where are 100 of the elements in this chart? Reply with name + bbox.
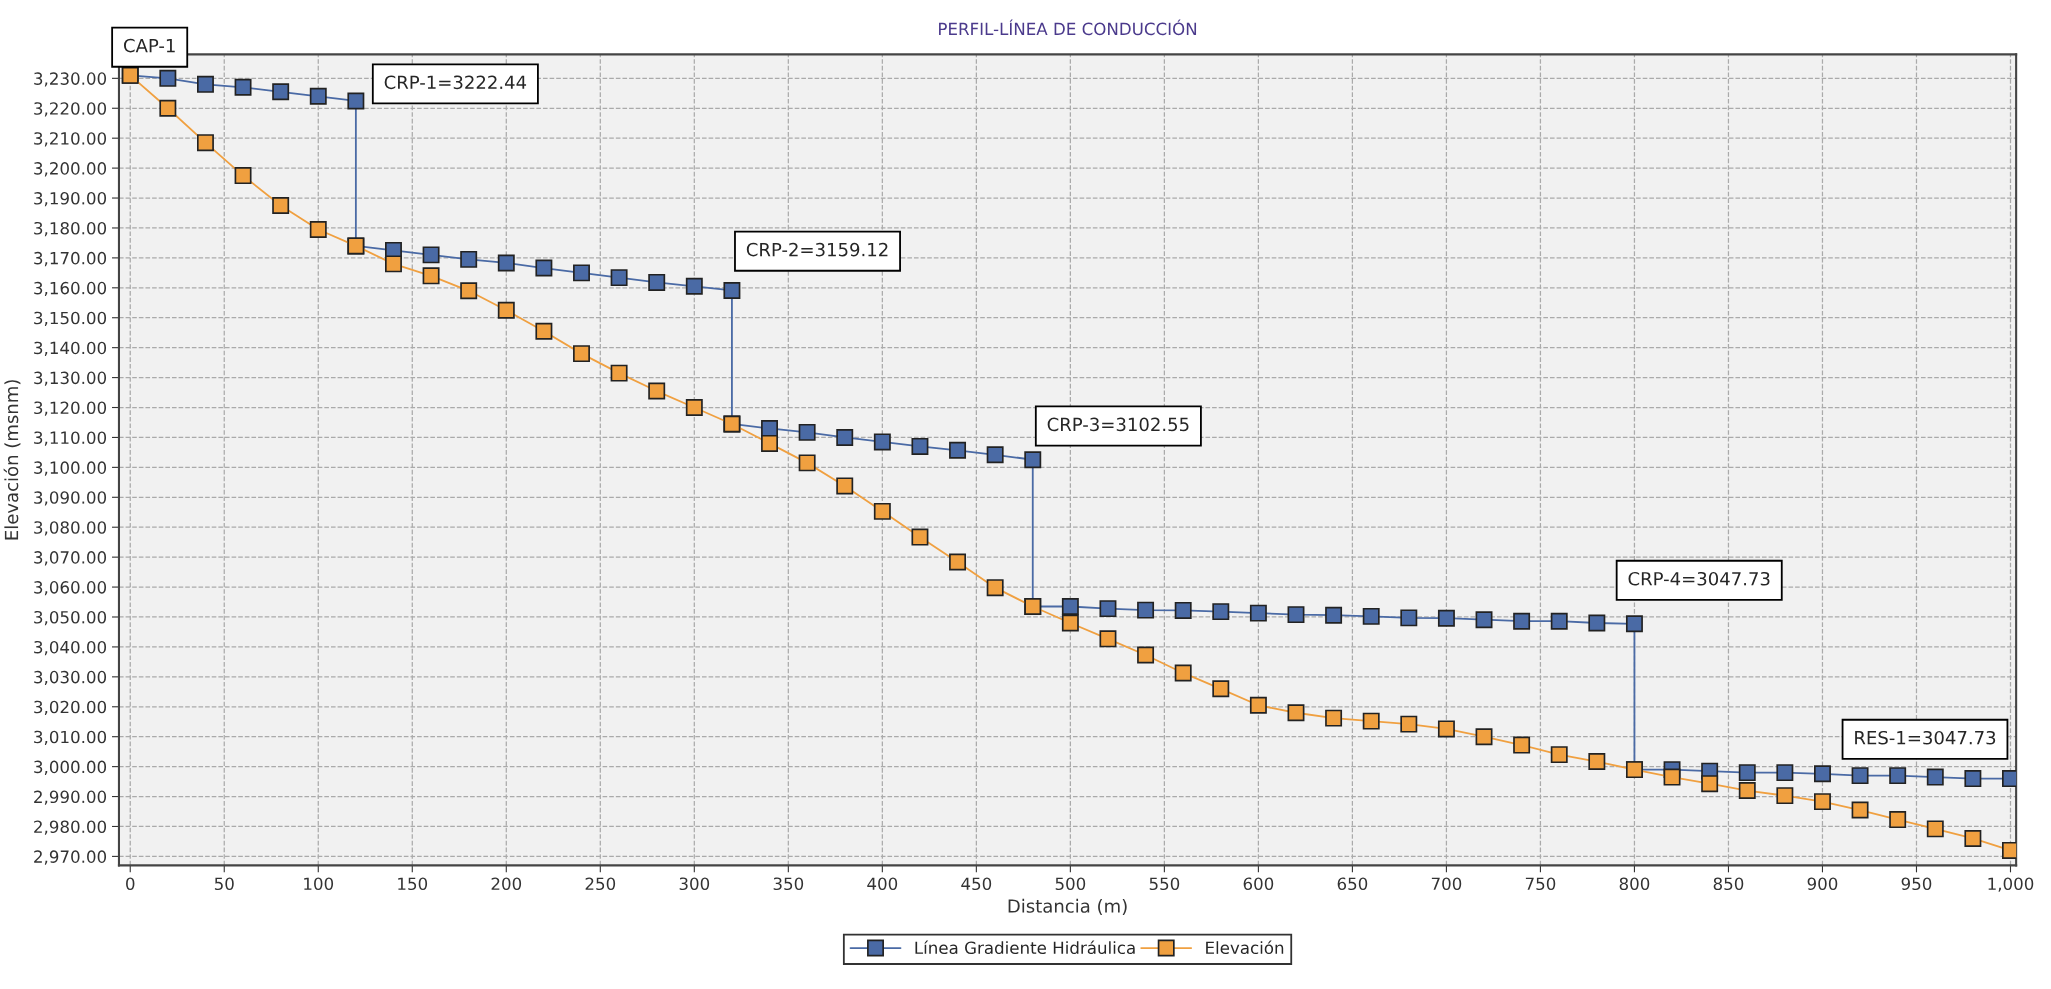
point [648,273,666,291]
y-tick-label: 3,070.00 [34,551,107,566]
point [1625,615,1643,633]
point [1738,764,1756,782]
point [1964,770,1982,788]
point [1400,609,1418,627]
point [1174,664,1192,682]
point [196,75,214,93]
y-tick-label: 3,110.00 [34,431,107,446]
point [1851,801,1869,819]
point [986,579,1004,597]
x-tick-label: 150 [398,877,428,891]
point [1249,604,1267,622]
point [272,83,290,101]
point [234,78,252,96]
point [685,399,703,416]
point [1926,768,1944,786]
y-tick-label: 3,000.00 [34,760,107,775]
point [497,254,515,272]
point [1926,820,1944,838]
point [535,259,553,277]
y-tick-label: 3,230.00 [34,72,107,87]
point [1099,630,1117,648]
x-tick-label: 950 [1901,877,1932,891]
point [761,434,778,452]
point [1889,767,1907,785]
y-tick-label: 3,210.00 [34,132,107,147]
x-tick-label: 500 [1055,877,1086,891]
point [1362,712,1380,730]
y-tick-label: 3,130.00 [34,371,107,386]
x-tick-label: 400 [867,877,898,891]
x-tick-label: 200 [491,877,522,891]
point [761,419,778,437]
point [723,281,741,299]
point [1513,736,1531,754]
y-tick-label: 3,040.00 [34,640,107,656]
point [1776,787,1794,805]
y-tick-label: 3,090.00 [34,491,107,506]
point [159,69,177,87]
annotation: RES-1=3047.73 [1855,730,1996,745]
y-tick-label: 2,970.00 [34,850,107,865]
point [911,437,929,455]
x-tick-label: 650 [1337,877,1368,891]
x-axis-title: Distancia (m) [1008,898,1127,915]
y-tick-label: 3,200.00 [34,162,107,177]
y-tick-label: 3,140.00 [34,341,107,356]
point [460,282,478,300]
point [1851,767,1869,785]
point [573,345,590,363]
point [1061,598,1079,615]
point [986,446,1004,464]
y-tick-label: 3,100.00 [34,461,107,476]
point [873,502,891,520]
y-tick-label: 3,160.00 [34,281,107,297]
point [347,92,365,110]
x-tick-label: 550 [1149,877,1180,891]
point [422,246,440,264]
point [573,264,590,282]
point [1061,614,1079,632]
y-tick-label: 3,120.00 [34,401,107,416]
point [309,87,327,105]
y-tick-label: 3,010.00 [34,730,107,745]
point [1400,715,1418,733]
x-tick-label: 600 [1243,877,1274,891]
point [1437,720,1455,738]
y-tick-label: 3,030.00 [34,670,107,686]
point [610,364,628,382]
chart-title: PERFIL-LÍNEA DE CONDUCCIÓN [939,19,1197,36]
point [1024,451,1042,469]
point [1249,696,1267,714]
annotation: CAP-1 [123,38,175,53]
point [1212,603,1230,621]
point [1475,611,1493,629]
point [1964,829,1982,847]
x-tick-label: 900 [1807,877,1838,891]
legend-label: Línea Gradiente Hidráulica [915,940,1135,955]
legend-label: Elevación [1206,940,1284,955]
point [798,454,816,472]
point [1813,765,1831,783]
x-tick-label: 700 [1431,877,1462,891]
x-tick-label: 750 [1525,877,1556,891]
point [1588,614,1606,632]
point [1437,609,1455,627]
point [1099,600,1117,618]
point [497,301,515,319]
x-tick-label: 1,000 [1988,877,2034,892]
point [460,250,478,268]
x-tick-label: 800 [1619,877,1650,891]
point [234,167,252,185]
point [1287,606,1305,624]
point [272,197,290,214]
y-tick-label: 2,980.00 [34,820,107,835]
y-axis-title: Elevación (msnm) [3,380,21,540]
point [949,553,967,571]
y-tick-label: 3,190.00 [34,192,107,207]
point [1738,782,1756,800]
y-tick-label: 2,990.00 [34,790,107,805]
point [1889,811,1907,829]
x-tick-label: 0 [126,877,135,891]
x-tick-label: 850 [1713,877,1744,891]
